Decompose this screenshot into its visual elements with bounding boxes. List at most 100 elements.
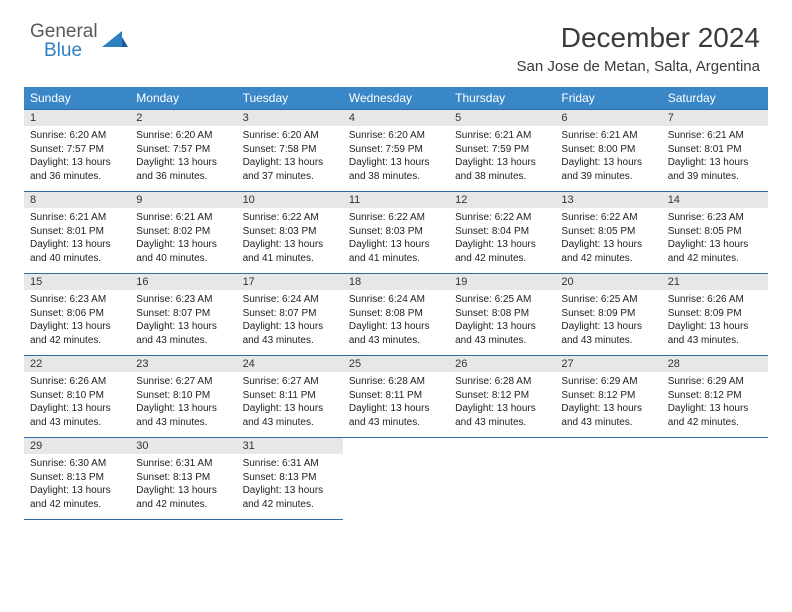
day-number: 22 [24,356,130,372]
calendar-day-cell: .. [555,438,661,520]
calendar-week-row: 22Sunrise: 6:26 AMSunset: 8:10 PMDayligh… [24,356,768,438]
day-details: Sunrise: 6:20 AMSunset: 7:58 PMDaylight:… [237,126,343,191]
day-number: 6 [555,110,661,126]
calendar-day-cell: .. [449,438,555,520]
calendar-day-cell: 17Sunrise: 6:24 AMSunset: 8:07 PMDayligh… [237,274,343,356]
day-number: 15 [24,274,130,290]
location: San Jose de Metan, Salta, Argentina [24,58,760,75]
day-number: 30 [130,438,236,454]
calendar-day-cell: 18Sunrise: 6:24 AMSunset: 8:08 PMDayligh… [343,274,449,356]
calendar-day-cell: 24Sunrise: 6:27 AMSunset: 8:11 PMDayligh… [237,356,343,438]
calendar-day-cell: 16Sunrise: 6:23 AMSunset: 8:07 PMDayligh… [130,274,236,356]
day-details: Sunrise: 6:21 AMSunset: 8:00 PMDaylight:… [555,126,661,191]
day-number: 26 [449,356,555,372]
weekday-tuesday: Tuesday [237,87,343,110]
day-details: Sunrise: 6:31 AMSunset: 8:13 PMDaylight:… [130,454,236,519]
calendar-day-cell: 12Sunrise: 6:22 AMSunset: 8:04 PMDayligh… [449,192,555,274]
day-number: 11 [343,192,449,208]
calendar-day-cell: 23Sunrise: 6:27 AMSunset: 8:10 PMDayligh… [130,356,236,438]
day-details: Sunrise: 6:20 AMSunset: 7:57 PMDaylight:… [24,126,130,191]
calendar-day-cell: 3Sunrise: 6:20 AMSunset: 7:58 PMDaylight… [237,110,343,192]
day-number: 24 [237,356,343,372]
day-number: 28 [662,356,768,372]
logo-text: General Blue [30,22,98,60]
day-details: Sunrise: 6:28 AMSunset: 8:12 PMDaylight:… [449,372,555,437]
calendar-day-cell: 13Sunrise: 6:22 AMSunset: 8:05 PMDayligh… [555,192,661,274]
day-number: 25 [343,356,449,372]
weekday-header-row: SundayMondayTuesdayWednesdayThursdayFrid… [24,87,768,110]
day-details: Sunrise: 6:20 AMSunset: 7:57 PMDaylight:… [130,126,236,191]
calendar-day-cell: 1Sunrise: 6:20 AMSunset: 7:57 PMDaylight… [24,110,130,192]
day-number: 5 [449,110,555,126]
calendar-day-cell: 20Sunrise: 6:25 AMSunset: 8:09 PMDayligh… [555,274,661,356]
header: December 2024 San Jose de Metan, Salta, … [24,22,768,75]
day-details: Sunrise: 6:24 AMSunset: 8:08 PMDaylight:… [343,290,449,355]
calendar-day-cell: 10Sunrise: 6:22 AMSunset: 8:03 PMDayligh… [237,192,343,274]
weekday-monday: Monday [130,87,236,110]
calendar-day-cell: 4Sunrise: 6:20 AMSunset: 7:59 PMDaylight… [343,110,449,192]
logo: General Blue [30,22,128,60]
calendar-day-cell: 30Sunrise: 6:31 AMSunset: 8:13 PMDayligh… [130,438,236,520]
logo-word-general: General [30,22,98,41]
day-number: 13 [555,192,661,208]
calendar-day-cell: 15Sunrise: 6:23 AMSunset: 8:06 PMDayligh… [24,274,130,356]
calendar-day-cell: 5Sunrise: 6:21 AMSunset: 7:59 PMDaylight… [449,110,555,192]
day-number: 12 [449,192,555,208]
day-details: Sunrise: 6:21 AMSunset: 8:02 PMDaylight:… [130,208,236,273]
day-details: Sunrise: 6:22 AMSunset: 8:05 PMDaylight:… [555,208,661,273]
calendar-day-cell: 14Sunrise: 6:23 AMSunset: 8:05 PMDayligh… [662,192,768,274]
day-number: 19 [449,274,555,290]
day-details: Sunrise: 6:22 AMSunset: 8:03 PMDaylight:… [237,208,343,273]
day-number: 27 [555,356,661,372]
weekday-friday: Friday [555,87,661,110]
calendar-week-row: 29Sunrise: 6:30 AMSunset: 8:13 PMDayligh… [24,438,768,520]
calendar-day-cell: 25Sunrise: 6:28 AMSunset: 8:11 PMDayligh… [343,356,449,438]
calendar-day-cell: 8Sunrise: 6:21 AMSunset: 8:01 PMDaylight… [24,192,130,274]
calendar-day-cell: 27Sunrise: 6:29 AMSunset: 8:12 PMDayligh… [555,356,661,438]
day-number: 14 [662,192,768,208]
day-number: 23 [130,356,236,372]
day-details: Sunrise: 6:27 AMSunset: 8:11 PMDaylight:… [237,372,343,437]
day-details: Sunrise: 6:25 AMSunset: 8:08 PMDaylight:… [449,290,555,355]
day-number: 7 [662,110,768,126]
day-details: Sunrise: 6:23 AMSunset: 8:06 PMDaylight:… [24,290,130,355]
day-number: 20 [555,274,661,290]
day-number: 8 [24,192,130,208]
calendar-day-cell: 31Sunrise: 6:31 AMSunset: 8:13 PMDayligh… [237,438,343,520]
day-number: 17 [237,274,343,290]
weekday-saturday: Saturday [662,87,768,110]
day-number: 16 [130,274,236,290]
day-details: Sunrise: 6:29 AMSunset: 8:12 PMDaylight:… [662,372,768,437]
day-details: Sunrise: 6:21 AMSunset: 7:59 PMDaylight:… [449,126,555,191]
calendar-day-cell: 19Sunrise: 6:25 AMSunset: 8:08 PMDayligh… [449,274,555,356]
calendar-day-cell: 9Sunrise: 6:21 AMSunset: 8:02 PMDaylight… [130,192,236,274]
day-details: Sunrise: 6:22 AMSunset: 8:03 PMDaylight:… [343,208,449,273]
day-details: Sunrise: 6:21 AMSunset: 8:01 PMDaylight:… [24,208,130,273]
logo-word-blue: Blue [44,41,98,60]
weekday-sunday: Sunday [24,87,130,110]
day-details: Sunrise: 6:20 AMSunset: 7:59 PMDaylight:… [343,126,449,191]
calendar-day-cell: 11Sunrise: 6:22 AMSunset: 8:03 PMDayligh… [343,192,449,274]
day-details: Sunrise: 6:31 AMSunset: 8:13 PMDaylight:… [237,454,343,519]
day-number: 2 [130,110,236,126]
calendar-day-cell: 29Sunrise: 6:30 AMSunset: 8:13 PMDayligh… [24,438,130,520]
calendar-week-row: 8Sunrise: 6:21 AMSunset: 8:01 PMDaylight… [24,192,768,274]
day-details: Sunrise: 6:23 AMSunset: 8:05 PMDaylight:… [662,208,768,273]
calendar-day-cell: 28Sunrise: 6:29 AMSunset: 8:12 PMDayligh… [662,356,768,438]
day-details: Sunrise: 6:30 AMSunset: 8:13 PMDaylight:… [24,454,130,519]
day-details: Sunrise: 6:24 AMSunset: 8:07 PMDaylight:… [237,290,343,355]
day-details: Sunrise: 6:25 AMSunset: 8:09 PMDaylight:… [555,290,661,355]
day-details: Sunrise: 6:22 AMSunset: 8:04 PMDaylight:… [449,208,555,273]
day-number: 9 [130,192,236,208]
day-details: Sunrise: 6:21 AMSunset: 8:01 PMDaylight:… [662,126,768,191]
day-details: Sunrise: 6:26 AMSunset: 8:10 PMDaylight:… [24,372,130,437]
day-details: Sunrise: 6:26 AMSunset: 8:09 PMDaylight:… [662,290,768,355]
weekday-wednesday: Wednesday [343,87,449,110]
calendar-day-cell: 26Sunrise: 6:28 AMSunset: 8:12 PMDayligh… [449,356,555,438]
calendar-table: SundayMondayTuesdayWednesdayThursdayFrid… [24,87,768,520]
day-details: Sunrise: 6:29 AMSunset: 8:12 PMDaylight:… [555,372,661,437]
day-number: 4 [343,110,449,126]
day-details: Sunrise: 6:27 AMSunset: 8:10 PMDaylight:… [130,372,236,437]
day-number: 31 [237,438,343,454]
calendar-day-cell: 6Sunrise: 6:21 AMSunset: 8:00 PMDaylight… [555,110,661,192]
